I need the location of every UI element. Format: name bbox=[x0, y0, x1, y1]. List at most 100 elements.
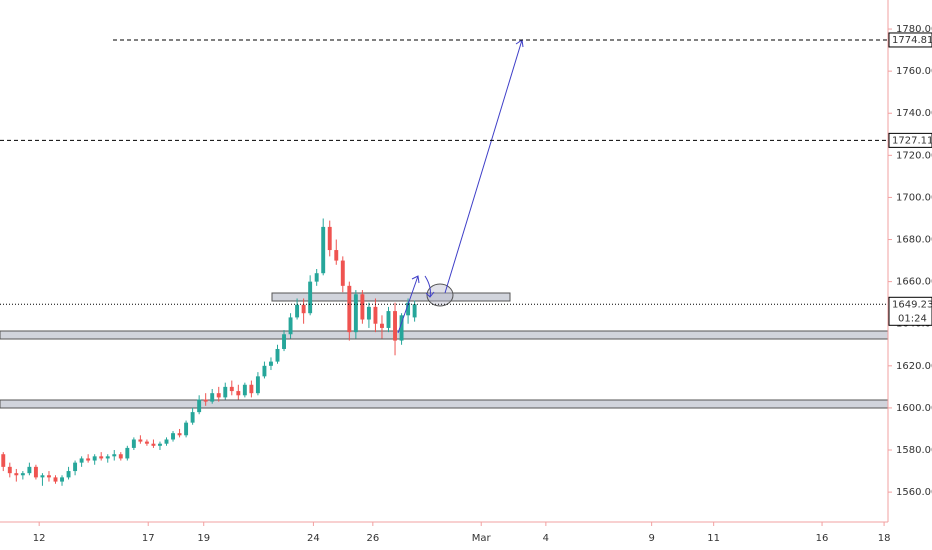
candle-body bbox=[321, 226, 326, 274]
level-label: 1727.11 bbox=[892, 135, 932, 146]
candle-body bbox=[112, 454, 117, 457]
level-label-box bbox=[888, 32, 932, 48]
candle-body bbox=[255, 376, 260, 394]
candle-body bbox=[203, 399, 208, 402]
candle-body bbox=[275, 348, 280, 362]
candle-body bbox=[236, 391, 241, 396]
candle-body bbox=[47, 475, 51, 478]
arrow bbox=[424, 275, 435, 298]
candle-body bbox=[288, 317, 293, 335]
support-zone bbox=[0, 330, 889, 340]
candle-body bbox=[164, 439, 169, 444]
candle-body bbox=[40, 475, 45, 478]
candle-body bbox=[73, 462, 78, 472]
y-tick-label: 1580.00 bbox=[896, 445, 932, 456]
candle-body bbox=[386, 311, 391, 328]
candle-body bbox=[210, 393, 215, 402]
level-label-box bbox=[888, 132, 932, 148]
candle-body bbox=[308, 281, 313, 314]
overlay: 1774.81 1727.11 1649.23 01:24 bbox=[0, 32, 932, 326]
candle-body bbox=[177, 433, 182, 436]
y-tick-label: 1620.00 bbox=[896, 361, 932, 372]
x-tick-label: 11 bbox=[707, 533, 720, 544]
candle-body bbox=[229, 386, 234, 392]
x-tick-label: 26 bbox=[366, 533, 379, 544]
x-tick-label: Mar bbox=[472, 533, 492, 544]
y-tick-label: 1780.00 bbox=[896, 24, 932, 35]
candle-body bbox=[406, 302, 411, 316]
candle-body bbox=[197, 399, 202, 413]
candle-body bbox=[262, 365, 267, 377]
candle-body bbox=[269, 361, 273, 366]
candle-body bbox=[14, 473, 19, 476]
candle-body bbox=[380, 323, 384, 328]
x-tick-label: 4 bbox=[543, 533, 549, 544]
y-tick-label: 1600.00 bbox=[896, 403, 932, 414]
candle-body bbox=[131, 439, 136, 448]
y-tick-label: 1680.00 bbox=[896, 235, 932, 246]
last-price-label: 1649.23 bbox=[892, 299, 932, 310]
candle-body bbox=[295, 304, 300, 318]
y-tick-label: 1660.00 bbox=[896, 277, 932, 288]
candle-body bbox=[301, 304, 306, 314]
countdown: 01:24 bbox=[898, 313, 927, 324]
last-price-box bbox=[888, 296, 932, 326]
y-tick-label: 1740.00 bbox=[896, 108, 932, 119]
candle-body bbox=[412, 304, 417, 318]
candle-body bbox=[249, 384, 254, 394]
candle-body bbox=[66, 471, 71, 478]
y-tick-label: 1700.00 bbox=[896, 192, 932, 203]
y-tick-label: 1760.00 bbox=[896, 66, 932, 77]
candle-body bbox=[340, 260, 345, 286]
candle-body bbox=[282, 334, 286, 349]
candle-body bbox=[353, 294, 358, 333]
candle-body bbox=[347, 285, 352, 333]
candle-body bbox=[171, 433, 175, 440]
candle-body bbox=[20, 473, 25, 476]
support-zone bbox=[0, 399, 889, 409]
candle-body bbox=[1, 454, 6, 467]
candle-body bbox=[105, 456, 110, 459]
candle-body bbox=[138, 439, 143, 442]
target-circle bbox=[426, 283, 454, 307]
candle-body bbox=[86, 458, 91, 461]
candle-body bbox=[327, 226, 332, 251]
x-tick-label: 16 bbox=[816, 533, 829, 544]
x-tick-label: 18 bbox=[878, 533, 891, 544]
candle-body bbox=[92, 456, 97, 461]
candle-body bbox=[125, 447, 130, 459]
x-tick-label: 24 bbox=[307, 533, 320, 544]
x-tick-label: 9 bbox=[648, 533, 654, 544]
candle-body bbox=[393, 311, 397, 341]
candle-body bbox=[7, 466, 12, 474]
candle-body bbox=[184, 422, 189, 436]
candle-body bbox=[151, 443, 156, 446]
candle-body bbox=[79, 458, 84, 463]
plot bbox=[1, 218, 417, 486]
candle-body bbox=[399, 315, 404, 341]
candle-body bbox=[27, 466, 32, 474]
resistance-zone bbox=[271, 292, 511, 302]
axes: 1560.001580.001600.001620.001640.001660.… bbox=[33, 24, 932, 544]
candle-body bbox=[158, 443, 162, 446]
candle-body bbox=[216, 393, 221, 398]
candle-body bbox=[373, 306, 378, 324]
x-tick-label: 17 bbox=[142, 533, 155, 544]
candle-body bbox=[118, 454, 123, 459]
candle-body bbox=[99, 456, 104, 459]
candle-body bbox=[223, 386, 228, 398]
candle-body bbox=[60, 477, 64, 482]
candle-body bbox=[33, 466, 38, 478]
candle-body bbox=[314, 273, 319, 282]
candle-body bbox=[366, 306, 371, 320]
x-tick-label: 19 bbox=[197, 533, 210, 544]
y-tick-label: 1720.00 bbox=[896, 150, 932, 161]
y-tick-label: 1560.00 bbox=[896, 487, 932, 498]
candle-body bbox=[242, 384, 247, 396]
candle-body bbox=[53, 477, 58, 482]
candle-body bbox=[190, 412, 195, 423]
x-tick-label: 12 bbox=[33, 533, 46, 544]
candle-body bbox=[360, 294, 365, 320]
